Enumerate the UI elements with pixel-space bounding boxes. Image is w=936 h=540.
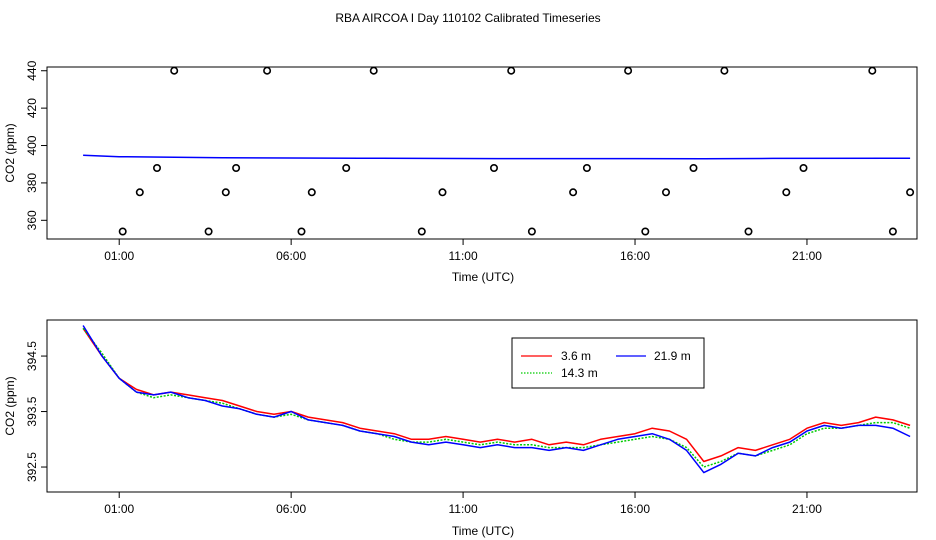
panel-top-frame [46,66,918,240]
panel-top-y-tick-label-4: 440 [25,60,39,80]
panel-top-series-line-0 [83,154,911,160]
panel-top-y-tick-label-0: 360 [25,210,39,230]
panel-bottom-y-tick-label-0: 392.5 [25,452,39,482]
legend: 3.6 m 14.3 m 21.9 m [511,337,705,389]
panel-top-point-4 [204,227,213,236]
panel-top-y-tick-label-3: 420 [25,98,39,118]
panel-top-point-25 [782,188,791,197]
panel-bottom-x-tick-label-2: 11:00 [449,502,478,516]
panel-top-point-26 [799,164,808,173]
panel-top-point-14 [489,164,498,173]
panel-top-point-27 [868,66,877,75]
panel-top-point-0 [118,227,127,236]
panel-bottom-series-3-6-m [82,327,911,463]
panel-top-y-axis: 360 380 400 420 440 [25,60,47,230]
panel-top-point-28 [888,227,897,236]
panel-top-point-29 [906,188,915,197]
panel-bottom-y-tick-label-1: 393.5 [25,396,39,426]
panel-top-point-6 [232,164,241,173]
panel-top-point-18 [582,164,591,173]
panel-top-point-13 [438,188,447,197]
panel-top-x-tick-label-1: 06:00 [276,249,306,263]
panel-top-point-17 [569,188,578,197]
panel-top-point-21 [661,188,670,197]
panel-top-x-tick-label-0: 01:00 [104,249,134,263]
chart-title: RBA AIRCOA I Day 110102 Calibrated Times… [335,11,600,25]
panel-bottom: 01:00 06:00 11:00 16:00 21:00 392.5 393.5 394.… [3,319,918,538]
panel-top-point-5 [221,188,230,197]
panel-top-point-7 [263,66,272,75]
panel-top-point-1 [135,188,144,197]
panel-bottom-y-axis: 392.5 393.5 394.5 [25,341,47,482]
panel-top-point-9 [307,188,316,197]
panel-bottom-series [82,325,911,474]
panel-top-point-22 [689,164,698,173]
panel-bottom-x-axis: 01:00 06:00 11:00 16:00 21:00 [104,492,822,516]
panel-bottom-y-axis-label: CO2 (ppm) [3,376,17,435]
legend-box [511,337,705,389]
panel-bottom-x-tick-label-4: 21:00 [792,502,822,516]
panel-top-point-16 [527,227,536,236]
panel-top-point-15 [507,66,516,75]
panel-bottom-series-21-9-m [82,325,911,474]
panel-top-y-axis-label: CO2 (ppm) [3,123,17,182]
panel-top-point-3 [170,66,179,75]
panel-top-x-tick-label-2: 11:00 [449,249,478,263]
panel-bottom-x-axis-label: Time (UTC) [452,524,514,538]
panel-bottom-x-tick-label-3: 16:00 [620,502,650,516]
panel-top-y-tick-label-1: 380 [25,173,39,193]
panel-top-point-20 [641,227,650,236]
panel-top-point-23 [720,66,729,75]
panel-top-point-24 [744,227,753,236]
panel-bottom-frame [46,319,918,493]
panel-bottom-x-tick-label-1: 06:00 [276,502,306,516]
legend-label-21-9m: 21.9 m [654,349,691,363]
legend-label-14-3m: 14.3 m [561,366,598,380]
panel-top-x-axis-label: Time (UTC) [452,270,514,284]
panel-bottom-x-tick-label-0: 01:00 [104,502,134,516]
panel-top-point-8 [297,227,306,236]
panel-top-x-axis: 01:00 06:00 11:00 16:00 21:00 [104,239,822,263]
panel-top-point-12 [417,227,426,236]
panel-bottom-series-14-3-m [82,327,911,468]
panel-top-point-2 [153,164,162,173]
panel-top-y-tick-label-2: 400 [25,135,39,155]
legend-label-3-6m: 3.6 m [561,349,591,363]
panel-top-x-tick-label-4: 21:00 [792,249,822,263]
panel-top-point-11 [369,66,378,75]
panel-top: 01:00 06:00 11:00 16:00 21:00 360 380 400 420 44… [3,60,918,284]
panel-top-series [83,66,915,236]
panel-top-x-tick-label-3: 16:00 [620,249,650,263]
panel-top-point-19 [624,66,633,75]
panel-top-point-10 [342,164,351,173]
panel-bottom-y-tick-label-2: 394.5 [25,341,39,371]
